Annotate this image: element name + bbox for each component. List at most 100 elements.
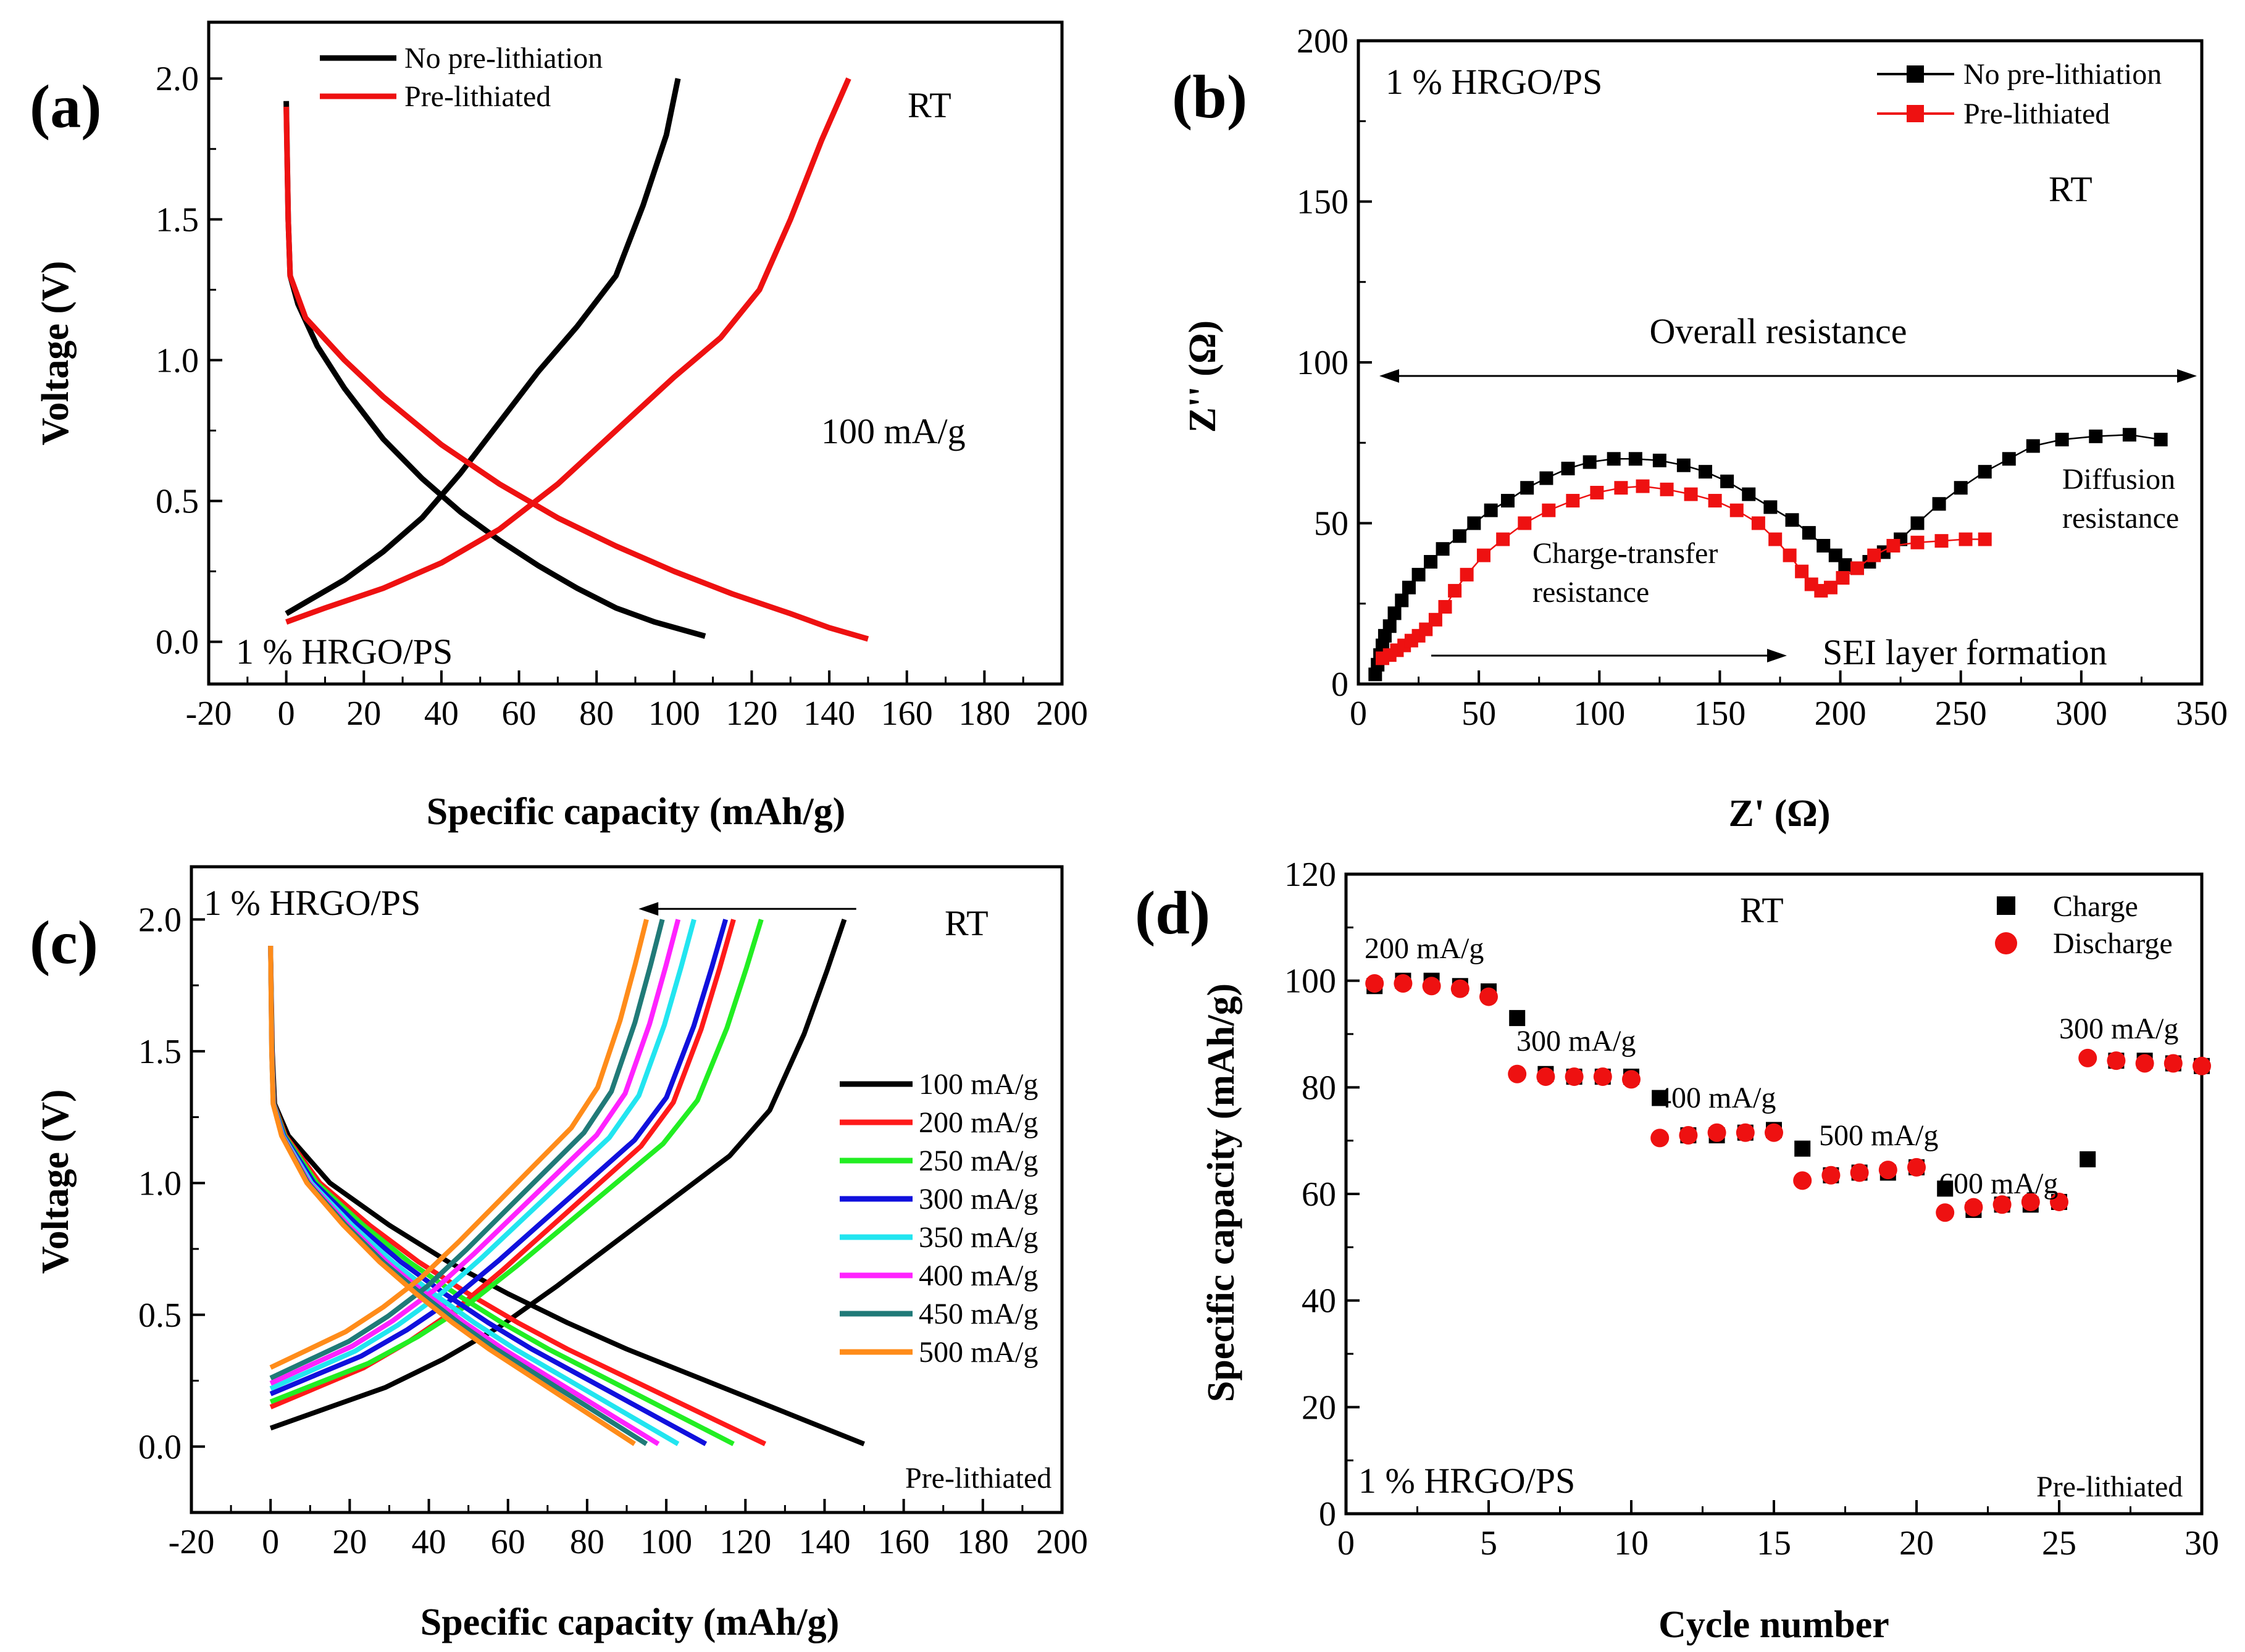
impedance-point — [1660, 482, 1674, 496]
y-tick-label: 100 — [1284, 962, 1336, 1001]
impedance-point — [1836, 571, 1850, 585]
panel-d-rate-label-200: 200 mA/g — [1365, 932, 1484, 965]
panel-d-state-label: Pre-lithiated — [2036, 1471, 2183, 1503]
panel-a-x-ticks: -20 0 20 40 60 80 100 120 140 160 180 200 — [186, 670, 1088, 733]
discharge-point — [1907, 1158, 1926, 1177]
impedance-point — [1607, 452, 1621, 466]
impedance-point — [2154, 433, 2168, 447]
panel-c-rate-arrow-head — [638, 902, 659, 916]
panel-b-overall-arrow-head-left — [1379, 369, 1399, 383]
x-tick-label: 200 — [1036, 695, 1088, 733]
charge-curve — [269, 919, 681, 1386]
impedance-point — [1823, 580, 1837, 594]
legend-label: 350 mA/g — [919, 1221, 1038, 1254]
impedance-point — [1720, 474, 1734, 488]
discharge-point — [1821, 1166, 1841, 1185]
panel-d: 0 5 10 15 20 25 30 0 20 40 60 80 100 120 (d) Cycle n… — [1135, 856, 2219, 1646]
panel-d-rate-label-400: 400 mA/g — [1657, 1082, 1776, 1114]
impedance-point — [1518, 516, 1532, 530]
legend-label: 250 mA/g — [919, 1145, 1038, 1177]
panel-a-legend-prelithiated: Pre-lithiated — [404, 80, 551, 113]
panel-c-y-axis-label: Voltage (V) — [35, 1089, 77, 1274]
discharge-point — [1365, 974, 1384, 993]
impedance-point — [1742, 487, 1756, 501]
y-tick-label: 1.5 — [138, 1033, 182, 1071]
charge-curve — [269, 919, 665, 1380]
panel-b-material-label: 1 % HRGO/PS — [1386, 62, 1602, 102]
panel-a-x-axis-label: Specific capacity (mAh/g) — [427, 791, 845, 833]
panel-d-legend-marker-charge — [1997, 896, 2015, 915]
impedance-point — [1684, 487, 1698, 501]
impedance-point — [1411, 567, 1426, 582]
charge-curve — [269, 919, 736, 1409]
charge-curve — [269, 919, 649, 1370]
y-tick-label: 0.0 — [138, 1428, 182, 1466]
panel-b: 0 50 100 150 200 250 300 350 0 50 100 150 200 (b) Z… — [1172, 22, 2228, 835]
panel-d-x-ticks: 0 5 10 15 20 25 30 — [1337, 1500, 2219, 1562]
impedance-point — [1387, 606, 1402, 620]
panel-d-rate-label-300: 300 mA/g — [1516, 1025, 1636, 1058]
charge-curve — [285, 78, 681, 616]
discharge-point — [1422, 977, 1441, 996]
impedance-point — [2055, 433, 2069, 447]
impedance-point — [1795, 564, 1809, 578]
panel-b-charge-transfer-label-line1: Charge-transfer — [1532, 537, 1718, 570]
x-tick-label: 140 — [798, 1523, 850, 1561]
x-tick-label: 160 — [881, 695, 933, 733]
discharge-point — [2135, 1054, 2154, 1073]
x-tick-label: 15 — [1757, 1524, 1791, 1562]
x-tick-label: 60 — [502, 695, 537, 733]
x-tick-label: 120 — [719, 1523, 771, 1561]
impedance-point — [1428, 612, 1442, 627]
y-tick-label: 1.0 — [138, 1164, 182, 1203]
discharge-point — [1992, 1195, 2012, 1214]
impedance-point — [1932, 497, 1946, 511]
y-tick-label: 20 — [1302, 1388, 1336, 1427]
x-tick-label: 200 — [1036, 1523, 1088, 1561]
panel-c-rt-label: RT — [945, 903, 989, 943]
panel-d-label: (d) — [1135, 878, 1210, 947]
x-tick-label: -20 — [169, 1523, 215, 1561]
impedance-point — [1636, 479, 1650, 493]
charge-point — [1937, 1180, 1954, 1197]
impedance-point — [1751, 516, 1765, 530]
panel-c-material-label: 1 % HRGO/PS — [204, 883, 420, 923]
x-tick-label: 140 — [803, 695, 855, 733]
x-tick-label: 350 — [2176, 695, 2228, 733]
discharge-point — [1707, 1123, 1726, 1142]
panel-b-charge-transfer-label-line2: resistance — [1532, 576, 1649, 609]
impedance-point — [1539, 471, 1553, 485]
panel-b-label: (b) — [1172, 62, 1247, 131]
y-tick-label: 1.0 — [156, 341, 199, 380]
panel-b-rt-label: RT — [2049, 169, 2092, 209]
panel-b-diffusion-label-line1: Diffusion — [2062, 463, 2175, 496]
panel-d-material-label: 1 % HRGO/PS — [1358, 1461, 1575, 1501]
discharge-point — [1450, 979, 1469, 998]
legend-label: 200 mA/g — [919, 1106, 1038, 1139]
y-tick-label: 150 — [1297, 183, 1348, 222]
discharge-point — [2163, 1054, 2183, 1073]
panel-c: -20 0 20 40 60 80 100 120 140 160 180 200 0.0 0.5 1.0… — [30, 865, 1088, 1643]
legend-label: 450 mA/g — [919, 1298, 1038, 1330]
panel-d-frame — [1344, 872, 2204, 1516]
impedance-point — [1424, 555, 1438, 569]
impedance-point — [1542, 503, 1556, 517]
x-tick-label: 150 — [1694, 695, 1745, 733]
x-tick-label: 40 — [412, 1523, 446, 1561]
y-tick-label: 0 — [1331, 665, 1348, 704]
discharge-point — [1622, 1070, 1641, 1089]
charge-point — [1652, 1090, 1668, 1106]
discharge-point — [1593, 1067, 1612, 1087]
y-tick-label: 200 — [1297, 22, 1348, 60]
x-tick-label: 180 — [958, 695, 1010, 733]
x-tick-label: 20 — [1899, 1524, 1934, 1562]
x-tick-label: 80 — [570, 1523, 604, 1561]
discharge-point — [1850, 1163, 1869, 1182]
panel-c-state-label: Pre-lithiated — [905, 1462, 1051, 1495]
panel-b-legend-prelithiated: Pre-lithiated — [1963, 98, 2110, 130]
charge-point — [1794, 1140, 1811, 1157]
x-tick-label: 5 — [1480, 1524, 1497, 1562]
x-tick-label: 80 — [579, 695, 614, 733]
discharge-point — [1936, 1203, 1955, 1222]
